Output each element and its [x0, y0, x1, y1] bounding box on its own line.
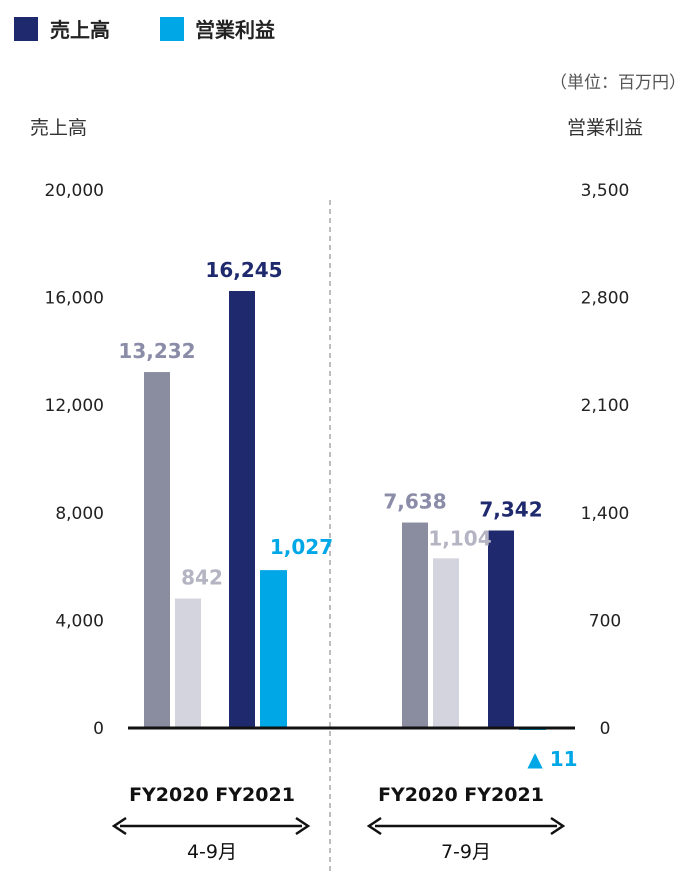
group-label-7-9: FY2020 FY2021: [378, 784, 544, 806]
y-right-tick-2: 1,400: [581, 504, 630, 524]
y-left-tick-0: 0: [93, 719, 104, 739]
bar-g0-b3: [260, 570, 287, 728]
y-right-tick-1: 700: [589, 611, 621, 631]
legend: 売上高 営業利益: [14, 17, 275, 42]
period-label-4-9: 4-9月: [187, 841, 237, 863]
bars: [144, 291, 546, 730]
y-left-tick-5: 20,000: [45, 181, 104, 201]
data-label-g0-b2: 16,245: [205, 258, 282, 282]
bar-g0-b1: [175, 598, 201, 728]
data-label-g1-b0: 7,638: [383, 490, 446, 514]
data-label-g0-b0: 13,232: [118, 339, 195, 363]
y-right-tick-3: 2,100: [581, 396, 630, 416]
y-left-axis-title: 売上高: [30, 117, 87, 139]
period-arrow-4-9: [111, 816, 311, 836]
bar-g1-b0: [402, 522, 428, 728]
legend-swatch-profit: [160, 17, 184, 41]
group-label-4-9: FY2020 FY2021: [129, 784, 295, 806]
bar-g1-b1: [433, 558, 459, 728]
data-label-g1-b3: ▲ 11: [527, 747, 577, 771]
data-label-g1-b2: 7,342: [479, 498, 542, 522]
period-label-7-9: 7-9月: [441, 841, 491, 863]
bar-g1-b2: [488, 530, 514, 728]
data-label-g0-b1: 842: [181, 566, 223, 590]
legend-swatch-sales: [14, 17, 38, 41]
y-right-tick-labels: 0 700 1,400 2,100 2,800 3,500: [581, 181, 630, 739]
bar-g0-b2: [229, 291, 255, 728]
y-right-tick-4: 2,800: [581, 289, 630, 309]
unit-note: （単位：百万円）: [550, 73, 686, 93]
period-arrow-7-9: [366, 816, 566, 836]
legend-label-sales: 売上高: [50, 18, 110, 42]
y-left-tick-1: 4,000: [55, 611, 104, 631]
y-right-axis-title: 営業利益: [567, 117, 643, 139]
y-right-tick-0: 0: [600, 719, 611, 739]
data-label-g0-b3: 1,027: [270, 535, 333, 559]
y-left-tick-labels: 0 4,000 8,000 12,000 16,000 20,000: [45, 181, 104, 739]
bar-labels: 13,232 842 16,245 1,027 7,638 1,104 7,342 ▲ 11: [118, 258, 577, 771]
y-left-tick-2: 8,000: [55, 504, 104, 524]
legend-label-profit: 営業利益: [195, 18, 275, 42]
y-left-tick-4: 16,000: [45, 289, 104, 309]
y-left-tick-3: 12,000: [45, 396, 104, 416]
y-right-tick-5: 3,500: [581, 181, 630, 201]
bar-g0-b0: [144, 372, 170, 728]
data-label-g1-b1: 1,104: [428, 526, 491, 550]
